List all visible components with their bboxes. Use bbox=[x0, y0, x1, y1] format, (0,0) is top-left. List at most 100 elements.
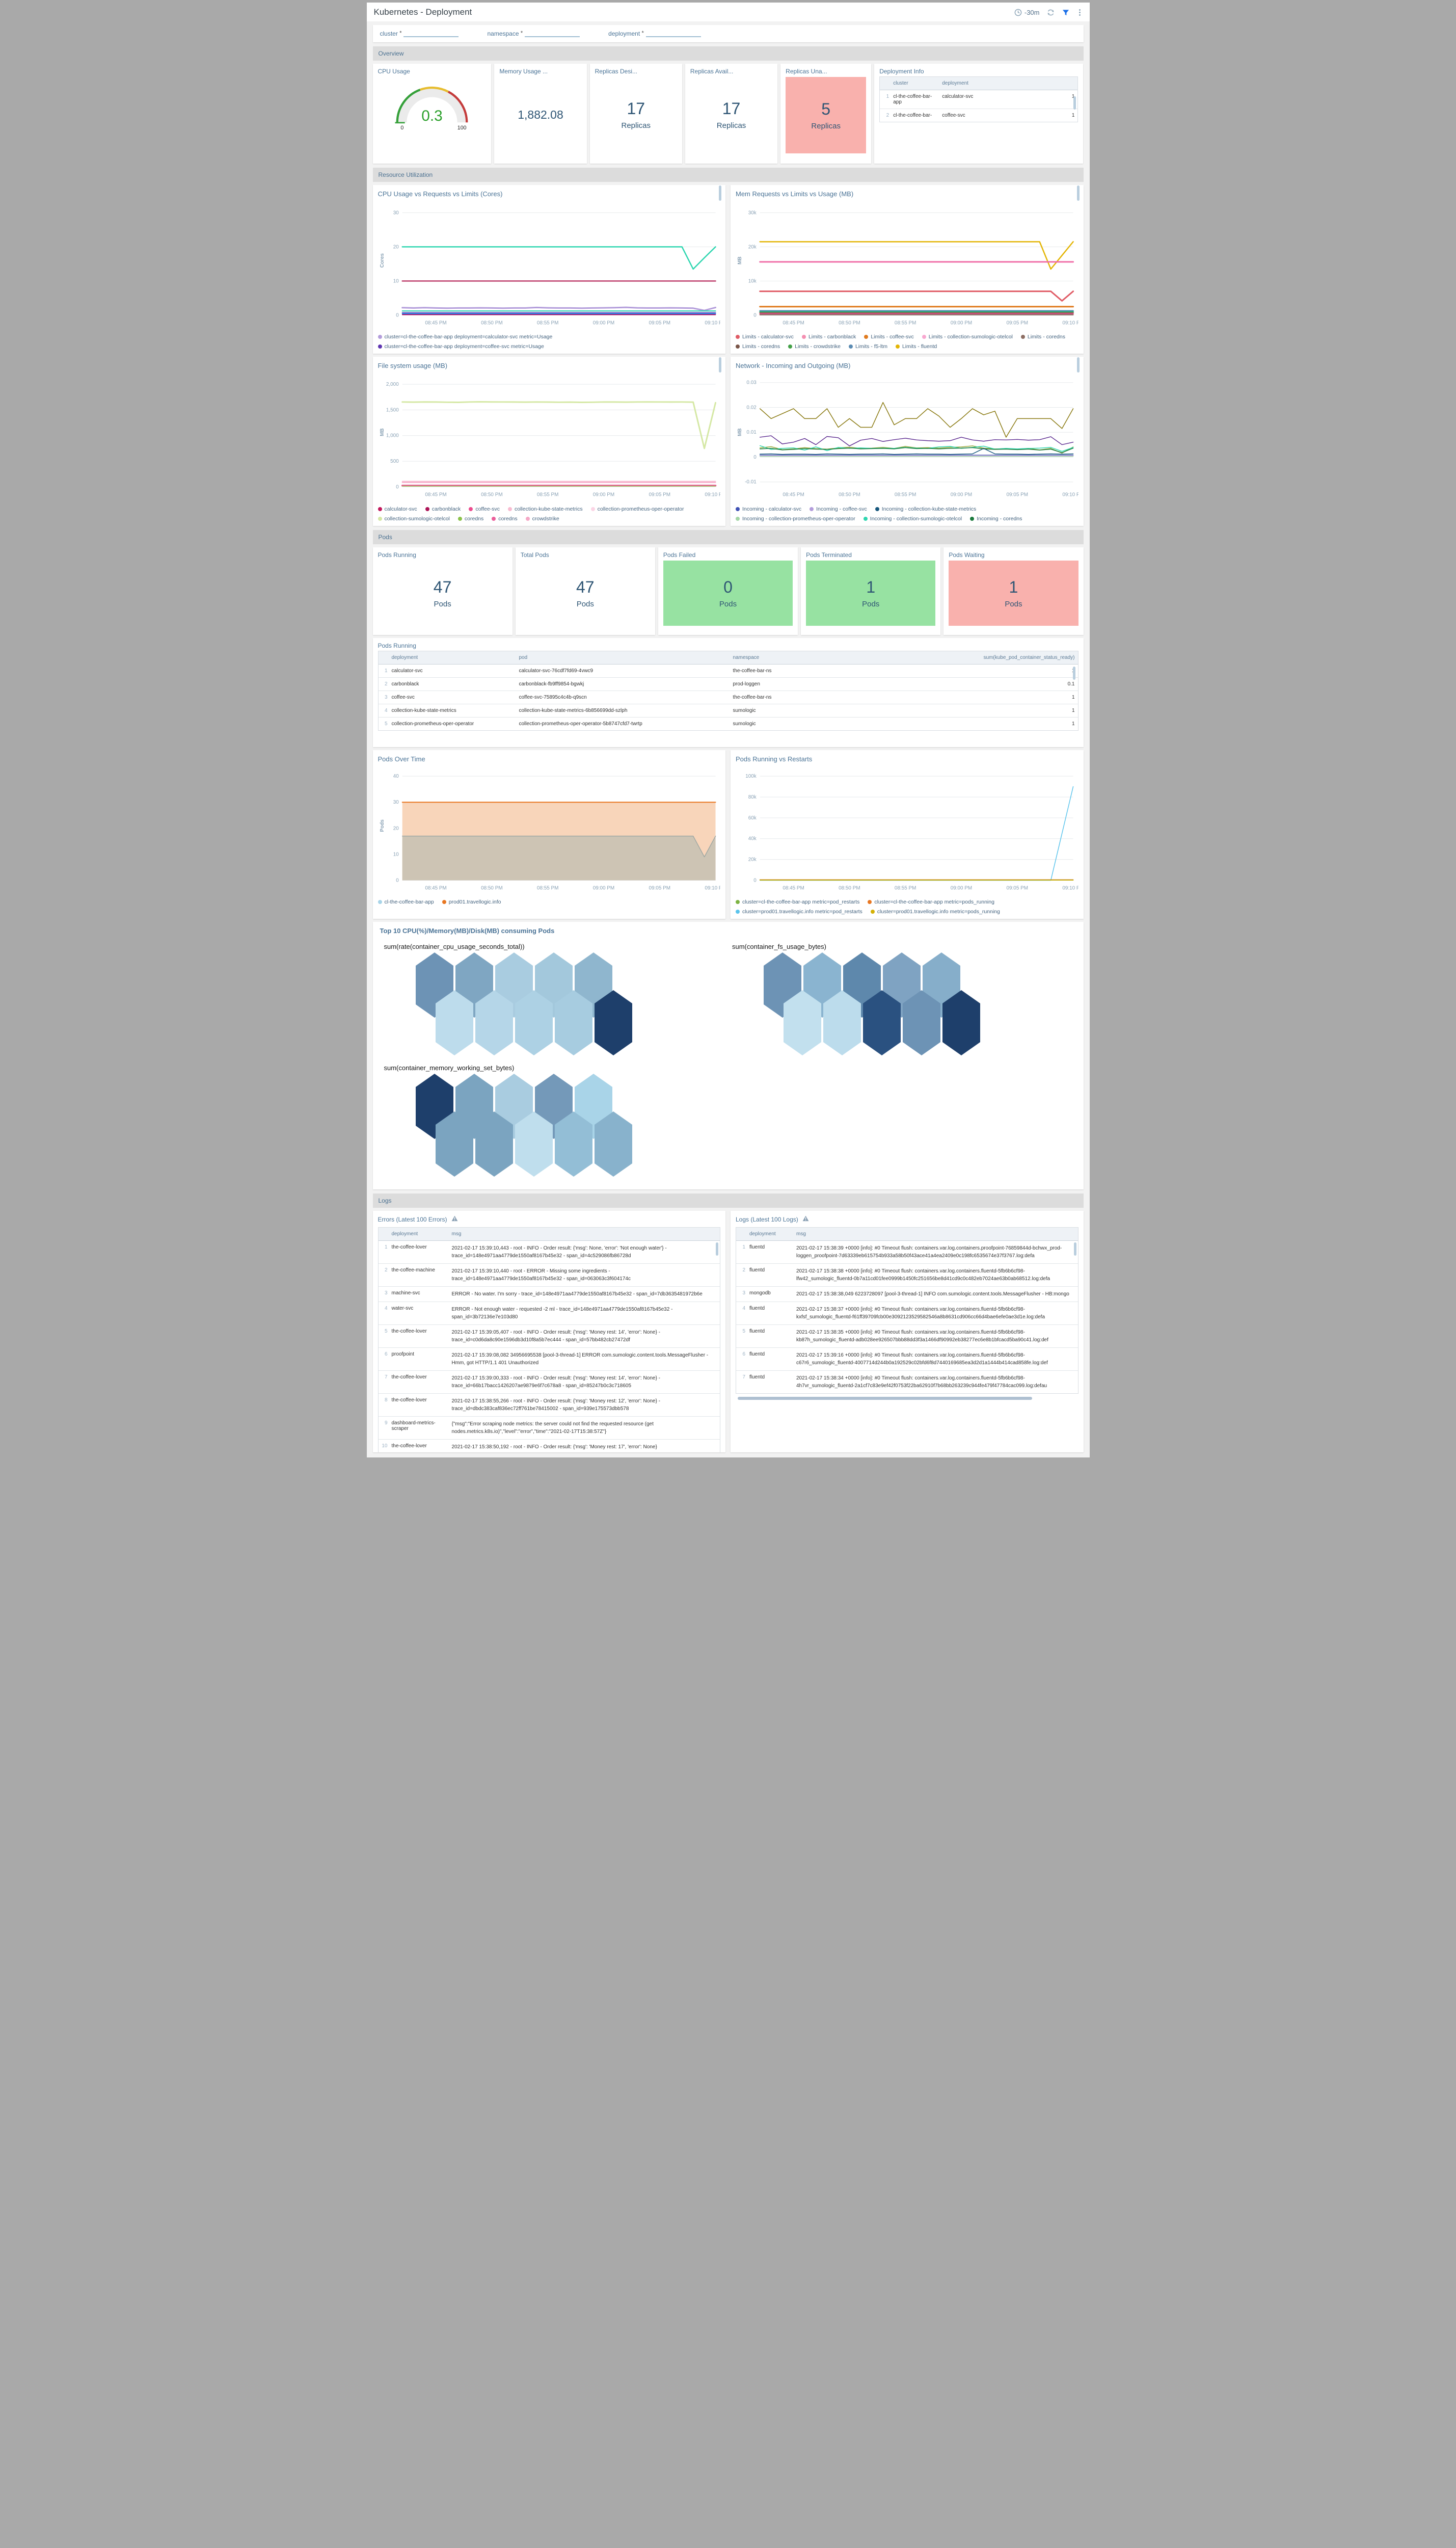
column-header[interactable]: pod bbox=[519, 654, 528, 660]
legend-item[interactable]: Incoming - coffee-svc bbox=[810, 506, 867, 512]
legend-item[interactable]: Limits - carbonblack bbox=[801, 334, 856, 340]
hexagon[interactable] bbox=[863, 990, 901, 1055]
hexagon[interactable] bbox=[823, 990, 861, 1055]
hexagon[interactable] bbox=[594, 1111, 632, 1177]
table-row[interactable]: 9 dashboard-metrics-scraper {"msg":"Error … bbox=[378, 1416, 720, 1440]
hexagon[interactable] bbox=[554, 990, 592, 1055]
hexagon[interactable] bbox=[784, 990, 821, 1055]
table-row[interactable]: 2 carbonblack carbonblack-fb9ff9854-bgwkj p… bbox=[378, 677, 1078, 691]
legend-item[interactable]: Limits - coffee-svc bbox=[864, 334, 914, 340]
legend-item[interactable]: Incoming - coredns bbox=[970, 516, 1022, 522]
hexagon[interactable] bbox=[475, 990, 513, 1055]
legend-item[interactable]: cluster=cl-the-coffee-bar-app metric=pod… bbox=[868, 899, 994, 905]
hexagon[interactable] bbox=[435, 1111, 473, 1177]
column-header[interactable]: cluster bbox=[893, 81, 908, 86]
table-row[interactable]: 2 the-coffee-machine 2021-02-17 15:39:10,4… bbox=[378, 1263, 720, 1287]
table-row[interactable]: 2 cl-the-coffee-bar-coffee-svc 1 bbox=[880, 109, 1078, 122]
hexagon[interactable] bbox=[435, 990, 473, 1055]
table-row[interactable]: 3 coffee-svc coffee-svc-75895c4c4b-q9scn th… bbox=[378, 691, 1078, 704]
horizontal-scrollbar[interactable] bbox=[738, 1396, 1033, 1400]
legend-item[interactable]: Limits - coredns bbox=[1020, 334, 1065, 340]
scrollbar[interactable] bbox=[1076, 357, 1080, 373]
legend-item[interactable]: Incoming - collection-prometheus-oper-op… bbox=[736, 516, 855, 522]
legend-item[interactable]: cluster=cl-the-coffee-bar-app metric=pod… bbox=[736, 899, 859, 905]
table-row[interactable]: 1 the-coffee-lover 2021-02-17 15:39:10,443… bbox=[378, 1240, 720, 1264]
column-header[interactable]: deployment bbox=[391, 1231, 418, 1237]
refresh-icon[interactable] bbox=[1047, 9, 1055, 16]
hexagon[interactable] bbox=[594, 990, 632, 1055]
hexagon[interactable] bbox=[515, 1111, 553, 1177]
filter-deployment-input[interactable] bbox=[645, 29, 701, 37]
hexagon[interactable] bbox=[475, 1111, 513, 1177]
table-row[interactable]: 5 fluentd 2021-02-17 15:38:35 +0000 [info]… bbox=[736, 1324, 1078, 1348]
column-header[interactable]: deployment bbox=[391, 654, 418, 660]
filter-cluster-input[interactable] bbox=[403, 29, 459, 37]
table-row[interactable]: 4 collection-kube-state-metrics collection… bbox=[378, 704, 1078, 718]
legend-item[interactable]: cluster=prod01.travellogic.info metric=p… bbox=[870, 909, 1000, 915]
table-row[interactable]: 7 the-coffee-lover 2021-02-17 15:39:00,333… bbox=[378, 1370, 720, 1394]
filter-icon[interactable] bbox=[1062, 9, 1070, 16]
table-row[interactable]: 1 calculator-svc calculator-svc-76cdf7fd69… bbox=[378, 664, 1078, 678]
column-header[interactable] bbox=[1005, 77, 1077, 84]
table-row[interactable]: 1 cl-the-coffee-bar-app calculator-svc 1 bbox=[880, 90, 1078, 109]
hexagon[interactable] bbox=[554, 1111, 592, 1177]
column-header[interactable]: msg bbox=[451, 1231, 462, 1237]
legend-item[interactable]: coredns bbox=[457, 516, 483, 522]
legend-item[interactable]: coredns bbox=[492, 516, 518, 522]
time-range-control[interactable]: -30m bbox=[1014, 9, 1040, 16]
table-row[interactable]: 2 fluentd 2021-02-17 15:38:38 +0000 [info]… bbox=[736, 1263, 1078, 1287]
hexagon[interactable] bbox=[942, 990, 980, 1055]
legend-item[interactable]: Limits - crowdstrike bbox=[788, 343, 841, 350]
legend-item[interactable]: Limits - collection-sumologic-otelcol bbox=[922, 334, 1013, 340]
legend-item[interactable]: collection-sumologic-otelcol bbox=[378, 516, 450, 522]
legend-item[interactable]: carbonblack bbox=[425, 506, 461, 512]
hexagon[interactable] bbox=[515, 990, 553, 1055]
column-header[interactable]: msg bbox=[796, 1231, 806, 1237]
legend-item[interactable]: Incoming - collection-sumologic-otelcol bbox=[863, 516, 962, 522]
legend-item[interactable]: Incoming - collection-kube-state-metrics bbox=[875, 506, 976, 512]
table-row[interactable]: 5 the-coffee-lover 2021-02-17 15:39:05,407… bbox=[378, 1324, 720, 1348]
legend-item[interactable]: collection-kube-state-metrics bbox=[507, 506, 583, 512]
table-cell: 2021-02-17 15:39:00,333 - root - INFO - … bbox=[449, 1371, 720, 1393]
scrollbar[interactable] bbox=[719, 185, 721, 201]
table-row[interactable]: 6 fluentd 2021-02-17 15:39:16 +0000 [info]… bbox=[736, 1347, 1078, 1371]
table-row[interactable]: 3 mongodb 2021-02-17 15:38:38,049 62237280… bbox=[736, 1286, 1078, 1302]
scrollbar[interactable] bbox=[719, 357, 721, 373]
scrollbar[interactable] bbox=[1073, 1242, 1076, 1256]
scrollbar[interactable] bbox=[1072, 666, 1075, 680]
table-row[interactable]: 4 water-svc ERROR - Not enough water - req… bbox=[378, 1302, 720, 1325]
hexagon[interactable] bbox=[903, 990, 940, 1055]
table-row[interactable]: 8 the-coffee-lover 2021-02-17 15:38:55,266… bbox=[378, 1393, 720, 1417]
table-row[interactable]: 10 the-coffee-lover 2021-02-17 15:38:50,19… bbox=[378, 1439, 720, 1452]
table-row[interactable]: 4 fluentd 2021-02-17 15:38:37 +0000 [info]… bbox=[736, 1302, 1078, 1325]
legend-item[interactable]: Limits - calculator-svc bbox=[736, 334, 794, 340]
kebab-menu-icon[interactable] bbox=[1077, 8, 1083, 17]
scrollbar[interactable] bbox=[1073, 96, 1076, 110]
table-row[interactable]: 3 machine-svc ERROR - No water. I'm sorry … bbox=[378, 1286, 720, 1302]
legend-item[interactable]: Limits - f5-ltm bbox=[848, 343, 887, 350]
legend-item[interactable]: cluster=cl-the-coffee-bar-app deployment… bbox=[378, 334, 552, 340]
scrollbar[interactable] bbox=[716, 1242, 718, 1256]
column-header[interactable]: deployment bbox=[942, 81, 968, 86]
table-row[interactable]: 1 fluentd 2021-02-17 15:38:39 +0000 [info]… bbox=[736, 1240, 1078, 1264]
table-row[interactable]: 6 proofpoint 2021-02-17 15:39:08,082 34956… bbox=[378, 1347, 720, 1371]
legend-item[interactable]: crowdstrike bbox=[525, 516, 559, 522]
column-header[interactable]: namespace bbox=[733, 654, 760, 660]
filter-namespace-input[interactable] bbox=[525, 29, 580, 37]
row-index: 1 bbox=[886, 94, 889, 99]
legend-item[interactable]: Limits - coredns bbox=[736, 343, 780, 350]
table-row[interactable]: 5 collection-prometheus-oper-operator coll… bbox=[378, 717, 1078, 730]
table-row[interactable]: 7 fluentd 2021-02-17 15:38:34 +0000 [info]… bbox=[736, 1370, 1078, 1393]
scrollbar[interactable] bbox=[1076, 185, 1080, 201]
legend-item[interactable]: coffee-svc bbox=[469, 506, 500, 512]
column-header[interactable]: deployment bbox=[749, 1231, 776, 1237]
legend-item[interactable]: cluster=cl-the-coffee-bar-app deployment… bbox=[378, 343, 544, 350]
legend-item[interactable]: cl-the-coffee-bar-app bbox=[378, 899, 434, 905]
legend-item[interactable]: prod01.travellogic.info bbox=[442, 899, 501, 905]
legend-item[interactable]: cluster=prod01.travellogic.info metric=p… bbox=[736, 909, 862, 915]
column-header[interactable]: sum(kube_pod_container_status_ready) bbox=[983, 654, 1075, 660]
legend-item[interactable]: Incoming - calculator-svc bbox=[736, 506, 801, 512]
legend-item[interactable]: collection-prometheus-oper-operator bbox=[590, 506, 684, 512]
legend-item[interactable]: Limits - fluentd bbox=[895, 343, 937, 350]
legend-item[interactable]: calculator-svc bbox=[378, 506, 417, 512]
